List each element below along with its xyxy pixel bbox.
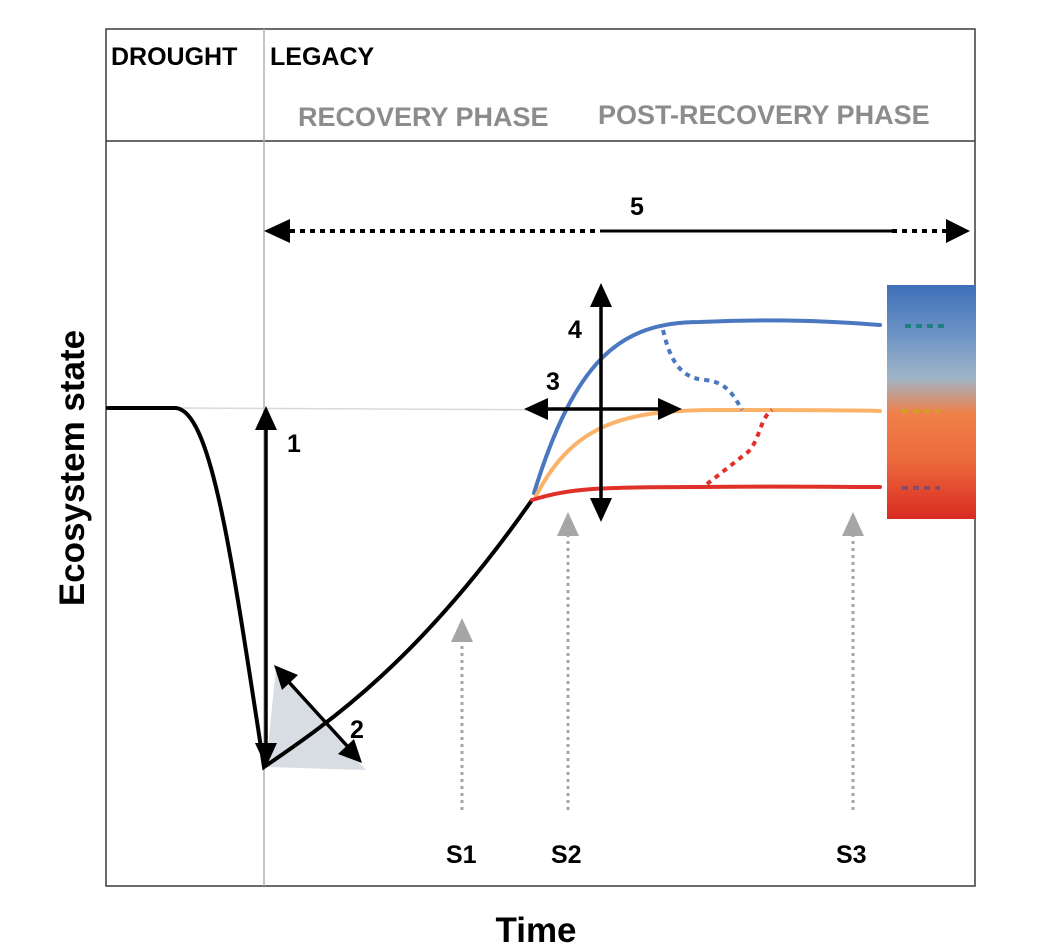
above-baseline-curve [534,320,880,493]
post-recovery-phase-label: POST-RECOVERY PHASE [598,100,930,130]
state-gradient-bar [887,285,976,519]
y-axis-title: Ecosystem state [53,330,92,606]
marker-1: 1 [287,430,301,458]
scenario-arrow-s3 [842,512,864,810]
drought-label: DROUGHT [111,43,237,71]
ecosystem-state-curve [108,408,532,767]
scenario-label-s2: S2 [551,841,582,869]
marker-2: 2 [350,716,364,744]
red-to-orange-transition [707,410,772,484]
legacy-label: LEGACY [270,43,375,71]
scenario-label-s3: S3 [836,841,867,869]
recovery-magnitude-arrow [590,283,612,522]
x-axis-title: Time [495,911,576,950]
marker-4: 4 [568,316,582,344]
marker-5: 5 [630,193,644,221]
scenario-arrow-s1 [451,618,473,810]
marker-3: 3 [546,368,560,396]
recovery-phase-label: RECOVERY PHASE [298,102,549,132]
diagram-frame [106,29,975,886]
scenario-arrow-s2 [557,512,579,810]
blue-to-orange-transition [663,330,742,410]
below-baseline-curve [532,487,880,500]
legacy-duration-arrow [264,219,970,243]
scenario-label-s1: S1 [446,841,477,869]
recovery-time-arrow [524,398,682,420]
